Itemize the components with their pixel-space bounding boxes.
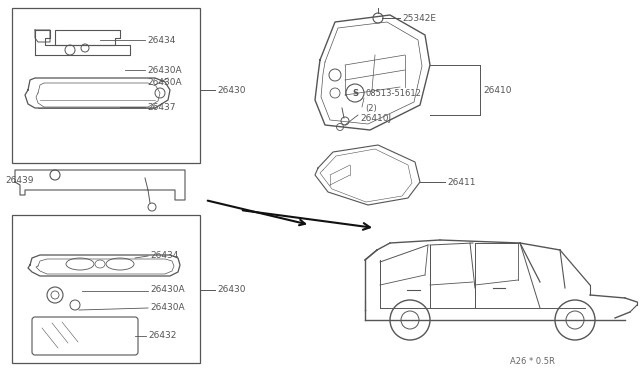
Text: 26430A: 26430A [147,65,182,74]
Text: 26434: 26434 [147,35,175,45]
Text: 25342E: 25342E [402,13,436,22]
Text: A26 * 0.5R: A26 * 0.5R [510,357,555,366]
Text: 26434: 26434 [150,250,179,260]
Text: 26410J: 26410J [360,113,391,122]
Text: 26437: 26437 [147,103,175,112]
Text: 26430: 26430 [217,86,246,94]
Text: S: S [352,89,358,97]
Text: (2): (2) [365,103,377,112]
Text: 26439: 26439 [5,176,33,185]
Text: 26430A: 26430A [150,285,184,295]
Bar [12,8,200,163]
Text: 26430: 26430 [217,285,246,295]
Text: 26432: 26432 [148,331,177,340]
Text: 26430A: 26430A [150,304,184,312]
Text: 26411: 26411 [447,177,476,186]
Text: 08513-51612: 08513-51612 [365,89,421,97]
Text: 26410: 26410 [483,86,511,94]
Text: 26430A: 26430A [147,77,182,87]
Bar [12,215,200,363]
